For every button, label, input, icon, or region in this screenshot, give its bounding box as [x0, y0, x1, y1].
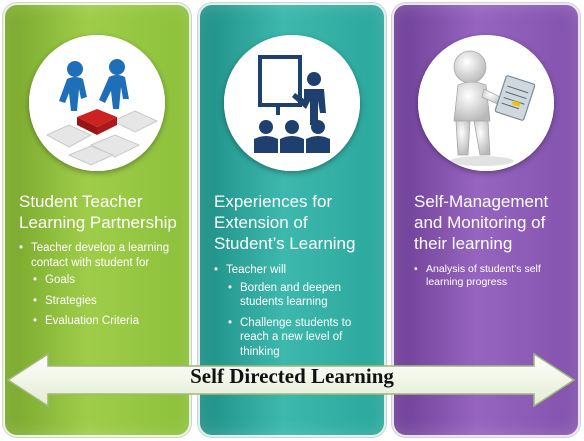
list-item: Strategies	[31, 294, 183, 309]
panel-title: Self-Management and Monitoring of their …	[414, 192, 549, 253]
self-directed-arrow	[6, 352, 576, 408]
panel-experiences: Experiences for Extension of Student’s L…	[198, 3, 386, 437]
presentation-audience-icon	[224, 35, 360, 171]
list-item: Teacher develop a learning contact with …	[17, 241, 183, 329]
list-item: Teacher will Borden and deepen students …	[212, 263, 378, 359]
panel-title: Student Teacher Learning Partnership	[19, 192, 177, 232]
partnership-image	[29, 35, 165, 171]
list-item: Challenge students to reach a new level …	[226, 316, 378, 360]
figure-with-clipboard-icon	[418, 35, 554, 171]
bullet-list: Analysis of student’s self learning prog…	[412, 263, 572, 289]
figure-image	[418, 35, 554, 171]
bullet-list: Teacher develop a learning contact with …	[17, 241, 183, 335]
list-item: Evaluation Criteria	[31, 314, 183, 329]
list-item: Goals	[31, 273, 183, 288]
panel-title: Experiences for Extension of Student’s L…	[214, 192, 356, 253]
arrow-label: Self Directed Learning	[190, 364, 394, 388]
presentation-image	[224, 35, 360, 171]
list-item: Analysis of student’s self learning prog…	[412, 263, 572, 289]
panel-partnership: Student Teacher Learning Partnership Tea…	[3, 3, 191, 437]
list-item: Borden and deepen students learning	[226, 281, 378, 310]
double-arrow-icon	[6, 352, 576, 408]
bullet-list: Teacher will Borden and deepen students …	[212, 263, 378, 365]
puzzle-partnership-icon	[29, 35, 165, 171]
